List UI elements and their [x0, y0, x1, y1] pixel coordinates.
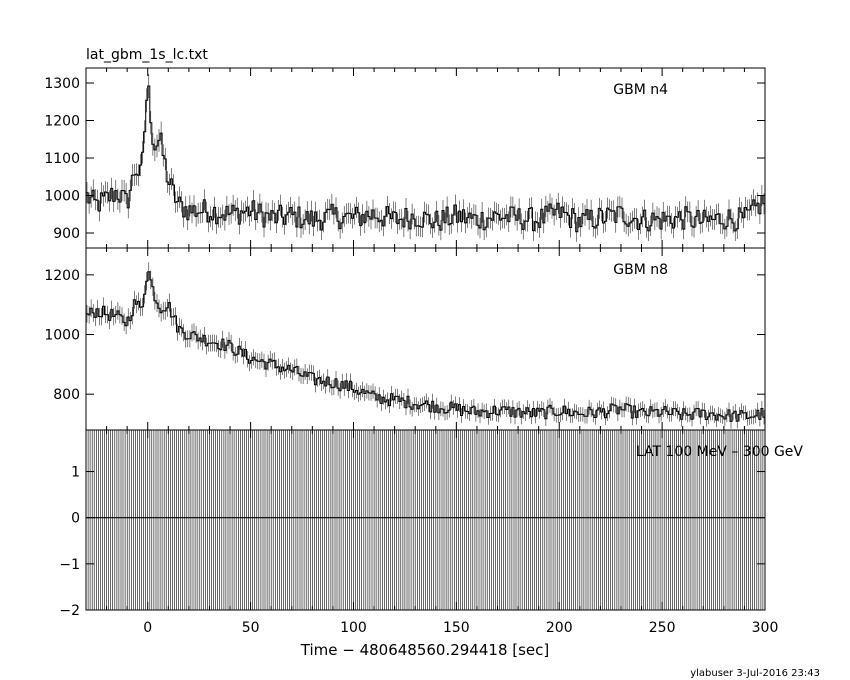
y-tick-label: 1: [71, 465, 80, 481]
light-curve-line: [86, 271, 765, 422]
x-tick-label: 150: [443, 620, 470, 636]
plot-area: [86, 430, 765, 610]
footer-stamp: ylabuser 3-Jul-2016 23:43: [690, 668, 820, 679]
panel-label: GBM n8: [613, 262, 668, 278]
y-tick-label: −2: [59, 603, 80, 619]
y-tick-label: 1200: [44, 268, 80, 284]
panel-lat: −2 −1 0 1 0 50 100 150 200 250 300 LAT 100 MeV – 30…: [59, 429, 804, 636]
x-tick-label: 200: [546, 620, 573, 636]
y-tick-label: 0: [71, 511, 80, 527]
lat-bin-lines: [86, 430, 765, 610]
x-tick-label: 300: [752, 620, 779, 636]
plot-area: [86, 262, 765, 429]
x-tick-label: 0: [143, 620, 152, 636]
light-curve-line: [86, 85, 765, 233]
panel-gbm-n4: 900 1000 1100 1200 1300 GBM n4: [44, 67, 766, 249]
panel-label: LAT 100 MeV – 300 GeV: [636, 444, 804, 460]
y-tick-label: −1: [59, 557, 80, 573]
plot-area: [86, 73, 765, 242]
plot-title: lat_gbm_1s_lc.txt: [86, 47, 208, 63]
y-tick-label: 800: [53, 387, 80, 403]
panel-gbm-n8: 800 1000 1200 GBM n8: [44, 247, 766, 431]
x-axis-label: Time − 480648560.294418 [sec]: [300, 641, 550, 659]
x-tick-label: 250: [649, 620, 676, 636]
y-tick-label: 1100: [44, 151, 80, 167]
panel-label: GBM n4: [613, 82, 668, 98]
y-tick-label: 1000: [44, 189, 80, 205]
y-tick-label: 1300: [44, 76, 80, 92]
y-tick-label: 900: [53, 226, 80, 242]
y-tick-label: 1000: [44, 328, 80, 344]
y-tick-label: 1200: [44, 114, 80, 130]
x-tick-label: 100: [340, 620, 367, 636]
x-tick-label: 50: [242, 620, 260, 636]
